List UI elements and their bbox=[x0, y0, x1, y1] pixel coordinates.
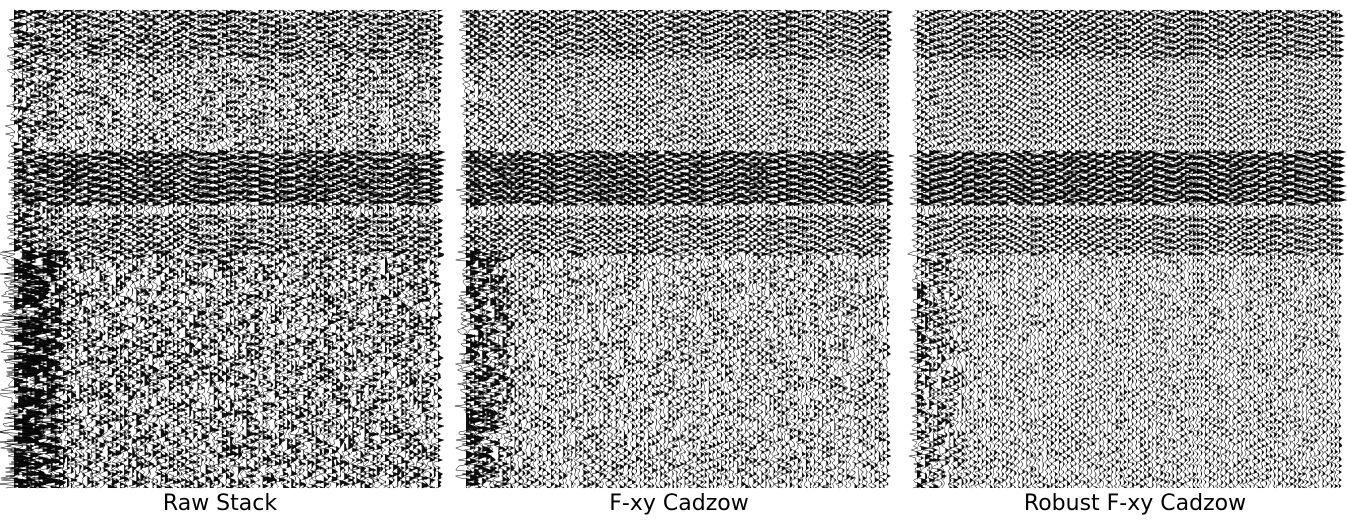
panel bbox=[906, 9, 1347, 489]
wiggle-trace bbox=[0, 9, 447, 489]
panel-caption: F-xy Cadzow bbox=[609, 491, 748, 516]
wiggle-trace bbox=[454, 9, 895, 489]
wiggle-fill bbox=[466, 10, 895, 488]
panel-caption: Raw Stack bbox=[163, 491, 277, 516]
panel-caption: Robust F-xy Cadzow bbox=[1024, 491, 1246, 516]
wiggle-trace bbox=[906, 9, 1347, 489]
panel bbox=[0, 9, 447, 489]
panel bbox=[454, 9, 895, 489]
